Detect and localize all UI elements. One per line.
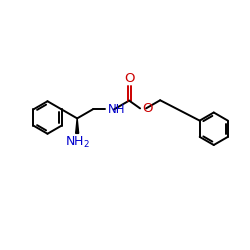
Text: O: O (124, 72, 134, 85)
Text: NH$_2$: NH$_2$ (65, 135, 90, 150)
Text: O: O (142, 102, 153, 115)
Text: NH: NH (108, 103, 126, 116)
Polygon shape (76, 118, 79, 134)
